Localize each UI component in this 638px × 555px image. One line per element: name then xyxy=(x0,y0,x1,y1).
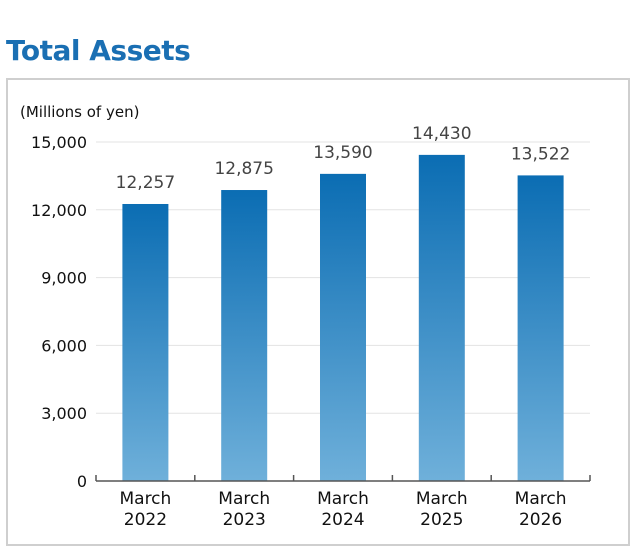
chart-title: Total Assets xyxy=(6,34,191,67)
y-tick-label: 3,000 xyxy=(41,404,87,423)
bar xyxy=(418,154,465,481)
bar xyxy=(221,190,268,481)
x-tick-label-year: 2026 xyxy=(519,510,562,530)
bar xyxy=(517,175,564,481)
bar xyxy=(320,173,366,481)
bar xyxy=(122,203,169,481)
x-tick-label-month: March xyxy=(119,489,171,509)
data-label: 12,875 xyxy=(214,159,273,179)
x-tick-label-year: 2024 xyxy=(321,510,364,530)
y-axis-unit-label: (Millions of yen) xyxy=(20,103,140,121)
bars: 12,257 12,875 13,590 14,430 13,522 xyxy=(116,124,570,481)
y-tick-label: 0 xyxy=(77,472,87,491)
x-tick-label-month: March xyxy=(416,489,468,509)
x-tick-label-month: March xyxy=(317,489,369,509)
data-label: 14,430 xyxy=(412,124,471,144)
y-tick-label: 15,000 xyxy=(31,133,87,152)
y-tick-label: 9,000 xyxy=(41,269,87,288)
y-tick-label: 12,000 xyxy=(31,201,87,220)
x-tick-label-month: March xyxy=(218,489,270,509)
x-tick-label-month: March xyxy=(515,489,567,509)
x-tick-label-year: 2023 xyxy=(223,510,266,530)
axes: 03,0006,0009,00012,00015,000March2022Mar… xyxy=(31,133,591,530)
x-tick-label-year: 2025 xyxy=(420,510,463,530)
x-tick-label-year: 2022 xyxy=(124,510,167,530)
y-tick-label: 6,000 xyxy=(41,336,87,355)
data-label: 12,257 xyxy=(116,173,175,193)
data-label: 13,522 xyxy=(511,144,570,164)
data-label: 13,590 xyxy=(313,143,372,163)
